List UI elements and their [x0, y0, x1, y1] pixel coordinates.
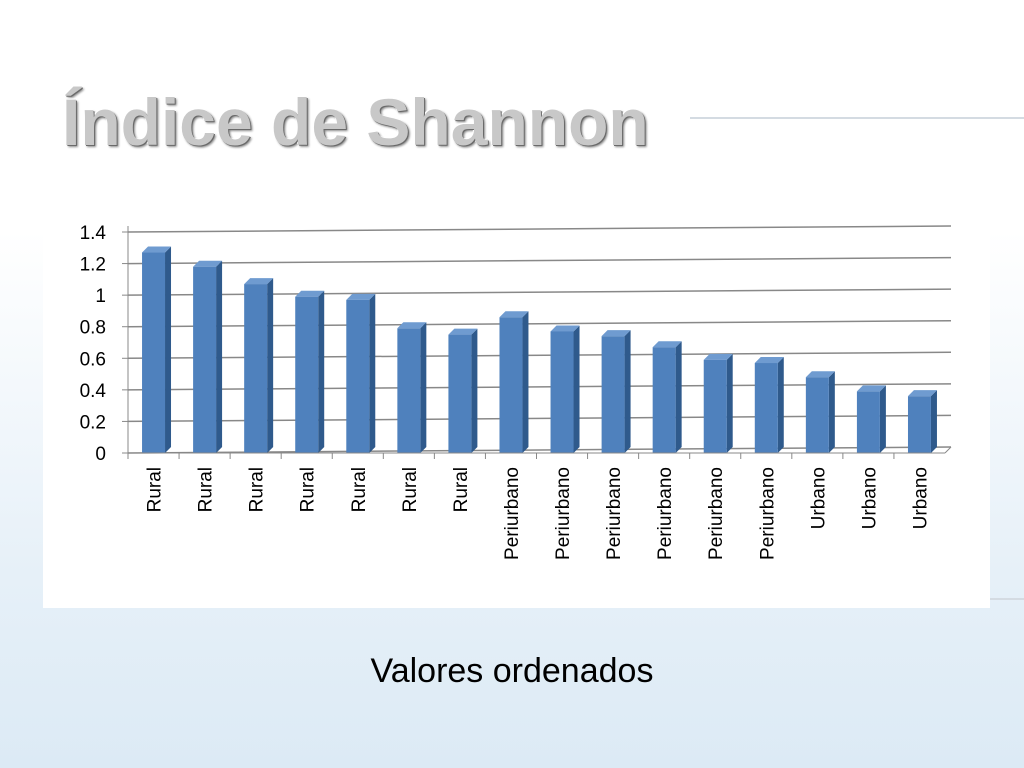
bar-top — [142, 246, 172, 253]
bar — [346, 299, 370, 453]
y-tick-label: 1.4 — [80, 223, 107, 244]
bar — [601, 336, 625, 453]
bar-side — [777, 357, 784, 453]
bar — [448, 334, 472, 453]
bar-top — [397, 322, 427, 329]
bar-top — [601, 330, 631, 337]
chart: 0 0.2 0.4 0.6 0.8 1 1.2 1.4 Rural Rural Rural Rural… — [80, 223, 952, 560]
x-tick-label: Periurbano — [655, 467, 676, 560]
bar-side — [930, 390, 937, 453]
caption: Valores ordenados — [370, 652, 654, 690]
bar-top — [346, 293, 376, 300]
bar — [805, 377, 829, 453]
bar-top — [499, 311, 529, 318]
x-tick-label: Periurbano — [553, 467, 574, 560]
bar — [499, 317, 523, 453]
bar-top — [295, 290, 325, 297]
x-tick-label: Periurbano — [706, 467, 727, 560]
x-tick-label: Periurbano — [604, 467, 625, 560]
y-tick-label: 0.2 — [80, 412, 106, 433]
bar-side — [318, 290, 325, 453]
bar-side — [879, 385, 886, 453]
bar-side — [624, 330, 631, 453]
bar — [193, 266, 217, 453]
x-tick-label: Urbano — [910, 467, 931, 529]
bar-top — [754, 357, 784, 364]
bar-side — [216, 260, 223, 453]
x-tick-label: Rural — [247, 467, 268, 512]
x-tick-label: Rural — [196, 467, 217, 512]
bar-side — [471, 328, 478, 453]
x-tick-label: Rural — [298, 467, 319, 512]
bar-top — [193, 260, 223, 267]
bar-top — [652, 341, 682, 348]
x-tick-label: Urbano — [808, 467, 829, 529]
x-tick-label: Periurbano — [757, 467, 778, 560]
x-tick-label: Periurbano — [502, 467, 523, 560]
bar-side — [165, 246, 172, 453]
y-tick-label: 0.6 — [80, 349, 106, 370]
x-tick-label: Rural — [451, 467, 472, 512]
divider — [990, 598, 1024, 600]
bar — [244, 284, 268, 453]
bar — [703, 359, 727, 453]
bar — [397, 328, 421, 453]
bar — [856, 391, 880, 453]
bar-top — [703, 353, 733, 360]
bar-side — [522, 311, 529, 453]
divider — [690, 117, 1024, 119]
x-axis-depth — [944, 446, 952, 454]
grid-line — [127, 256, 952, 265]
x-tick-label: Urbano — [859, 467, 880, 529]
bar-top — [805, 371, 835, 378]
x-tick-label: Rural — [145, 467, 166, 512]
x-tick-label: Rural — [349, 467, 370, 512]
bar-side — [267, 278, 274, 453]
bar-side — [369, 293, 376, 453]
bar-side — [573, 325, 580, 453]
bar-top — [907, 390, 937, 397]
y-tick-label: 1 — [95, 286, 106, 307]
y-tick-label: 0.8 — [80, 318, 106, 339]
x-tick-label: Rural — [400, 467, 421, 512]
bar — [142, 252, 166, 453]
chart-area: 0 0.2 0.4 0.6 0.8 1 1.2 1.4 Rural Rural Rural Rural… — [43, 195, 990, 608]
bar-side — [726, 353, 733, 453]
slide-title: Índice de Shannon — [62, 85, 649, 159]
bar-side — [828, 371, 835, 453]
bar-top — [244, 278, 274, 285]
y-tick-label: 0.4 — [80, 381, 107, 402]
bar — [754, 363, 778, 453]
bar — [652, 347, 676, 453]
bar-top — [856, 385, 886, 392]
y-tick-label: 1.2 — [80, 255, 106, 276]
bar — [907, 396, 931, 453]
bar — [550, 331, 574, 453]
grid-line — [127, 225, 952, 233]
y-tick-label: 0 — [95, 444, 106, 465]
bar-side — [675, 341, 682, 453]
bar-top — [448, 328, 478, 335]
bar-side — [420, 322, 427, 453]
bar — [295, 296, 319, 453]
bar-top — [550, 325, 580, 332]
